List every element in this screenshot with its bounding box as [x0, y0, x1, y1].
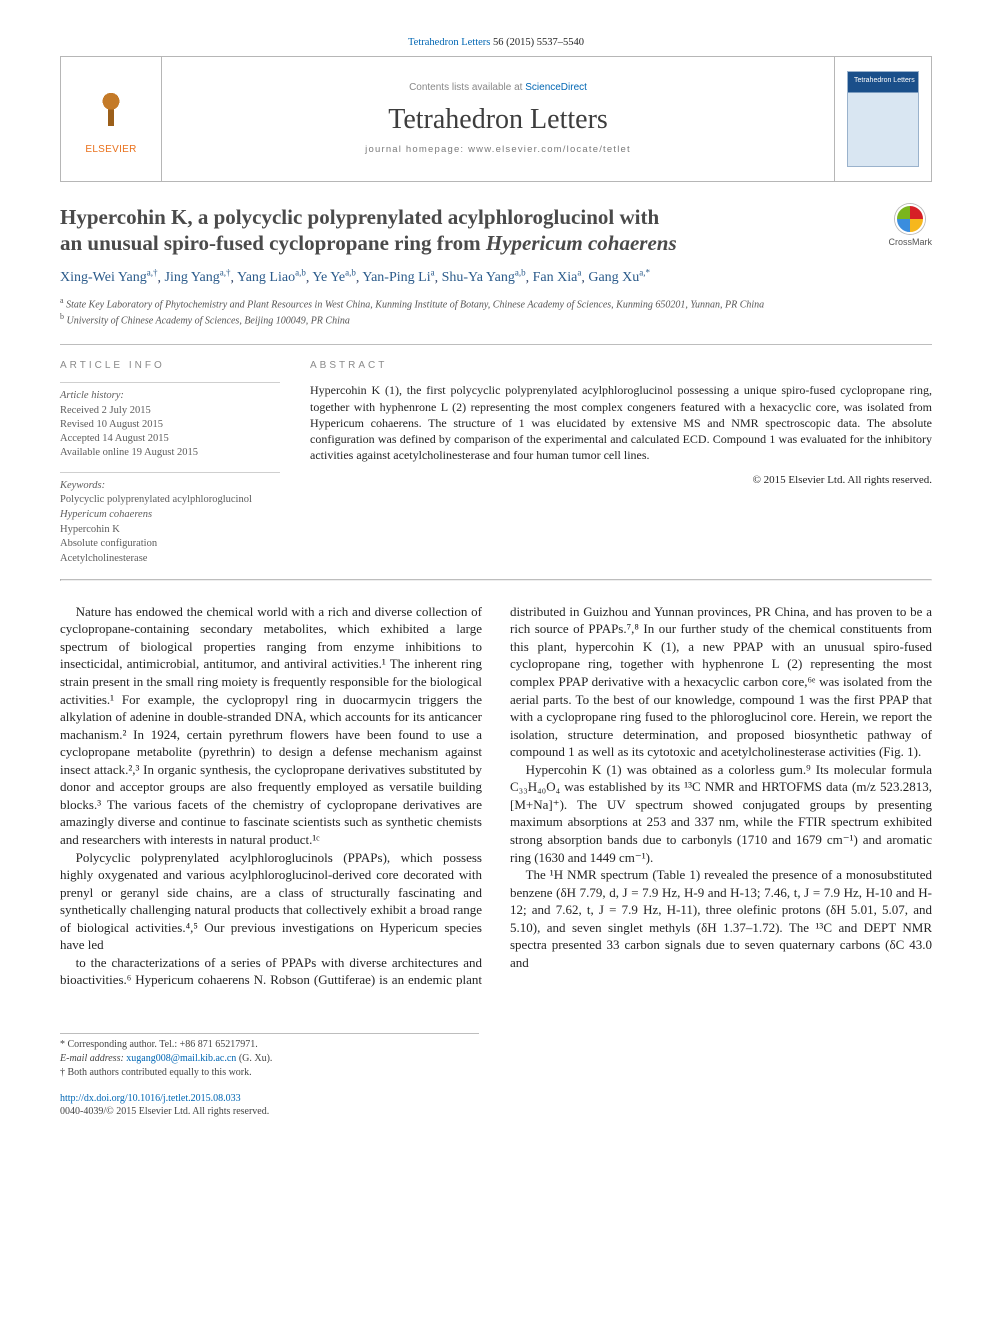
citation-volpages: 56 (2015) 5537–5540 [493, 37, 584, 48]
author[interactable]: Fan Xiaa [533, 270, 582, 285]
affiliation-b: University of Chinese Academy of Science… [67, 315, 350, 326]
email-attribution: (G. Xu). [239, 1053, 273, 1064]
keyword: Hypericum cohaerens [60, 508, 280, 523]
author-list: Xing-Wei Yanga,†, Jing Yanga,†, Yang Lia… [60, 267, 932, 289]
affiliation-a: State Key Laboratory of Phytochemistry a… [66, 300, 764, 311]
doi-block: http://dx.doi.org/10.1016/j.tetlet.2015.… [60, 1092, 932, 1119]
publisher-logo-slot: ELSEVIER [61, 57, 161, 181]
journal-name: Tetrahedron Letters [388, 101, 608, 139]
history-online: Available online 19 August 2015 [60, 446, 280, 460]
article-body: Nature has endowed the chemical world wi… [60, 603, 932, 989]
citation-line: Tetrahedron Letters 56 (2015) 5537–5540 [60, 36, 932, 50]
sciencedirect-line: Contents lists available at ScienceDirec… [409, 81, 587, 95]
author[interactable]: Shu-Ya Yanga,b [442, 270, 526, 285]
abstract-copyright: © 2015 Elsevier Ltd. All rights reserved… [310, 473, 932, 488]
body-paragraph: Polycyclic polyprenylated acylphlorogluc… [60, 849, 482, 954]
keywords-label: Keywords: [60, 479, 280, 493]
article-title: Hypercohin K, a polycyclic polyprenylate… [60, 204, 870, 257]
title-line1: Hypercohin K, a polycyclic polyprenylate… [60, 205, 659, 229]
crossmark-widget[interactable]: CrossMark [888, 204, 932, 248]
section-rule [60, 579, 932, 581]
sciencedirect-link[interactable]: ScienceDirect [525, 82, 587, 93]
cover-thumb-slot: Tetrahedron Letters [835, 57, 931, 181]
article-info-heading: ARTICLE INFO [60, 359, 280, 373]
keyword: Absolute configuration [60, 537, 280, 552]
author[interactable]: Xing-Wei Yanga,† [60, 270, 158, 285]
abstract-heading: ABSTRACT [310, 359, 932, 373]
sd-prefix: Contents lists available at [409, 82, 525, 93]
crossmark-icon [895, 204, 925, 234]
author[interactable]: Yan-Ping Lia [362, 270, 434, 285]
issn-copyright: 0040-4039/© 2015 Elsevier Ltd. All right… [60, 1105, 932, 1119]
corresponding-email-link[interactable]: xugang008@mail.kib.ac.cn [126, 1053, 236, 1064]
article-history-label: Article history: [60, 389, 280, 403]
body-paragraph: Hypercohin K (1) was obtained as a color… [510, 761, 932, 866]
title-line2-pre: an unusual spiro-fused cyclopropane ring… [60, 231, 486, 255]
author[interactable]: Ye Yea,b [312, 270, 356, 285]
article-info-column: ARTICLE INFO Article history: Received 2… [60, 351, 280, 567]
crossmark-label: CrossMark [888, 236, 932, 248]
author[interactable]: Gang Xua,* [588, 270, 650, 285]
keyword: Hypercohin K [60, 523, 280, 538]
abstract-column: ABSTRACT Hypercohin K (1), the first pol… [310, 351, 932, 567]
journal-cover-thumb: Tetrahedron Letters [847, 71, 919, 167]
history-accepted: Accepted 14 August 2015 [60, 432, 280, 446]
keyword: Acetylcholinesterase [60, 552, 280, 567]
section-rule [60, 344, 932, 345]
citation-journal[interactable]: Tetrahedron Letters [408, 37, 490, 48]
publisher-name: ELSEVIER [85, 143, 136, 157]
masthead-center: Contents lists available at ScienceDirec… [161, 57, 835, 181]
author[interactable]: Yang Liaoa,b [237, 270, 306, 285]
title-species: Hypericum cohaerens [486, 231, 677, 255]
author[interactable]: Jing Yanga,† [165, 270, 231, 285]
history-received: Received 2 July 2015 [60, 404, 280, 418]
journal-homepage[interactable]: journal homepage: www.elsevier.com/locat… [365, 144, 631, 157]
keyword: Polycyclic polyprenylated acylphlorogluc… [60, 493, 280, 508]
corresponding-note: * Corresponding author. Tel.: +86 871 65… [60, 1038, 479, 1052]
doi-link[interactable]: http://dx.doi.org/10.1016/j.tetlet.2015.… [60, 1093, 241, 1104]
cover-thumb-label: Tetrahedron Letters [854, 76, 915, 85]
affiliations: a State Key Laboratory of Phytochemistry… [60, 296, 932, 328]
body-paragraph: The ¹H NMR spectrum (Table 1) revealed t… [510, 866, 932, 971]
email-label: E-mail address: [60, 1053, 124, 1064]
footnotes: * Corresponding author. Tel.: +86 871 65… [60, 1033, 479, 1080]
history-revised: Revised 10 August 2015 [60, 418, 280, 432]
keywords-list: Polycyclic polyprenylated acylphlorogluc… [60, 493, 280, 566]
elsevier-tree-icon [83, 81, 139, 139]
abstract-text: Hypercohin K (1), the first polycyclic p… [310, 382, 932, 463]
journal-masthead: ELSEVIER Contents lists available at Sci… [60, 56, 932, 182]
body-paragraph: Nature has endowed the chemical world wi… [60, 603, 482, 849]
equal-contribution-note: † Both authors contributed equally to th… [60, 1066, 479, 1080]
